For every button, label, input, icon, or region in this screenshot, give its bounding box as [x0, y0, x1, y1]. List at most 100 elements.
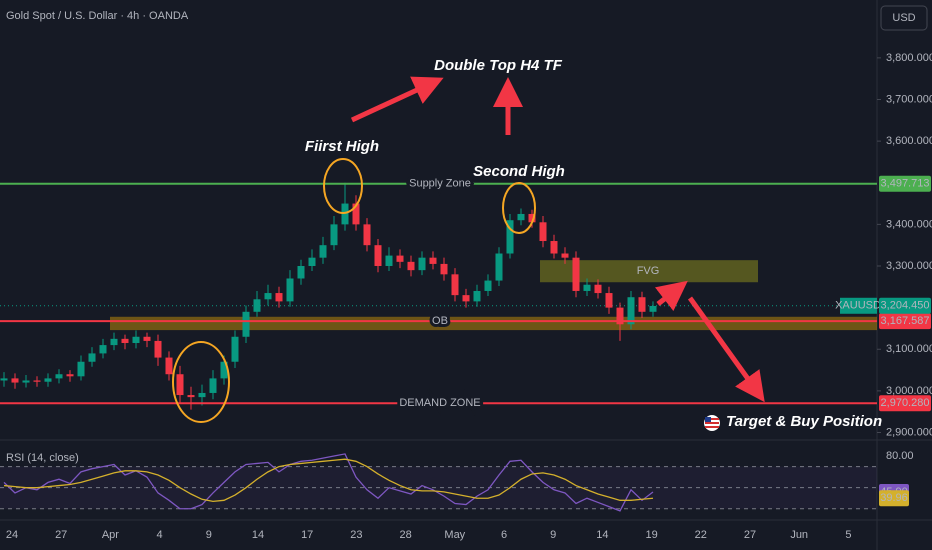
candle-body	[198, 392, 206, 398]
y-tick-label: 3,400.000	[886, 218, 932, 230]
currency-button[interactable]	[880, 5, 928, 31]
candle-body	[594, 284, 602, 294]
x-tick-label: 4	[157, 529, 163, 541]
candle-body	[451, 274, 459, 296]
candle-body	[99, 345, 107, 354]
candle-body	[605, 293, 613, 308]
y-tick-label: 3,300.000	[886, 260, 932, 272]
candle-body	[132, 336, 140, 344]
candle-body	[242, 311, 250, 337]
candle-body	[154, 340, 162, 358]
highlight-circle	[502, 182, 536, 234]
candle-body	[330, 224, 338, 246]
candle-body	[517, 213, 525, 221]
candle-body	[110, 338, 118, 346]
x-tick-label: 24	[6, 529, 18, 541]
x-tick-label: 14	[596, 529, 608, 541]
candle-body	[374, 245, 382, 266]
candle-body	[209, 378, 217, 393]
candle-body	[264, 293, 272, 300]
candle-body	[396, 255, 404, 262]
y-tick-label: 80.00	[886, 450, 914, 462]
arrow	[687, 296, 765, 403]
candle-body	[187, 395, 195, 398]
candle-body	[33, 380, 41, 382]
candle-body	[572, 257, 580, 291]
price-label-bg	[879, 175, 931, 192]
highlight-circle	[323, 158, 363, 214]
price-label: 2,970.280	[881, 397, 930, 409]
candle-body	[506, 220, 514, 254]
candle-body	[550, 241, 558, 254]
x-tick-label: 14	[252, 529, 264, 541]
ob-zone	[110, 316, 877, 331]
price-label: 3,167.587	[881, 315, 930, 327]
x-tick-label: 6	[501, 529, 507, 541]
annotation: Target & Buy Position	[726, 413, 882, 430]
candle-body	[407, 261, 415, 271]
candle-body	[165, 357, 173, 375]
value-label: 39.96	[880, 492, 908, 504]
x-tick-label: 22	[695, 529, 707, 541]
x-tick-label: 5	[845, 529, 851, 541]
candle-body	[11, 378, 19, 383]
level-name: DEMAND ZONE	[399, 397, 480, 409]
candle-body	[341, 203, 349, 225]
candle-body	[649, 305, 657, 312]
candle-body	[308, 257, 316, 266]
price-label: 3,497.713	[881, 178, 930, 190]
candle-body	[176, 374, 184, 396]
candle-body	[561, 253, 569, 258]
candle-body	[352, 203, 360, 225]
level-name: OB	[432, 315, 448, 327]
candle-body	[286, 278, 294, 302]
candle-body	[616, 307, 624, 325]
candle-body	[66, 374, 74, 377]
candle-body	[462, 295, 470, 302]
y-tick-label: 3,100.000	[886, 343, 932, 355]
fvg-zone	[540, 260, 758, 283]
candle-body	[528, 213, 536, 223]
candle-body	[275, 293, 283, 302]
annotation: Fiirst High	[305, 138, 379, 155]
level-name: Supply Zone	[409, 178, 471, 190]
x-tick-label: May	[444, 529, 465, 541]
candle-body	[143, 336, 151, 341]
candle-body	[121, 338, 129, 344]
price-label: 3,204.450	[881, 300, 930, 312]
symbol-label: XAUUSD	[835, 300, 881, 312]
candle-body	[44, 378, 52, 382]
x-tick-label: 28	[399, 529, 411, 541]
x-tick-label: 17	[301, 529, 313, 541]
candle-body	[418, 257, 426, 271]
indicator-title: RSI (14, close)	[6, 452, 79, 464]
annotation: Second High	[473, 163, 565, 180]
candle-body	[363, 224, 371, 246]
candle-body	[77, 361, 85, 377]
x-tick-label: 9	[206, 529, 212, 541]
price-label-bg	[840, 297, 877, 314]
candle-body	[539, 222, 547, 242]
symbol-title: Gold Spot / U.S. Dollar · 4h · OANDA	[6, 10, 189, 22]
rsi-line	[3, 458, 654, 503]
x-tick-label: 23	[350, 529, 362, 541]
x-tick-label: Jun	[790, 529, 808, 541]
x-tick-label: 27	[55, 529, 67, 541]
x-tick-label: 19	[645, 529, 657, 541]
candle-body	[55, 374, 63, 379]
flag-icon	[704, 415, 720, 431]
candle-body	[220, 361, 228, 379]
candle-body	[231, 336, 239, 362]
candle-body	[22, 380, 30, 383]
currency[interactable]: USD	[892, 12, 915, 24]
arrow	[654, 280, 688, 312]
price-label-bg	[879, 313, 931, 330]
candle-body	[627, 297, 635, 325]
x-tick-label: Apr	[102, 529, 119, 541]
candle-body	[495, 253, 503, 281]
x-tick-label: 9	[550, 529, 556, 541]
highlight-circle	[172, 341, 230, 423]
price-label-bg	[879, 395, 931, 412]
